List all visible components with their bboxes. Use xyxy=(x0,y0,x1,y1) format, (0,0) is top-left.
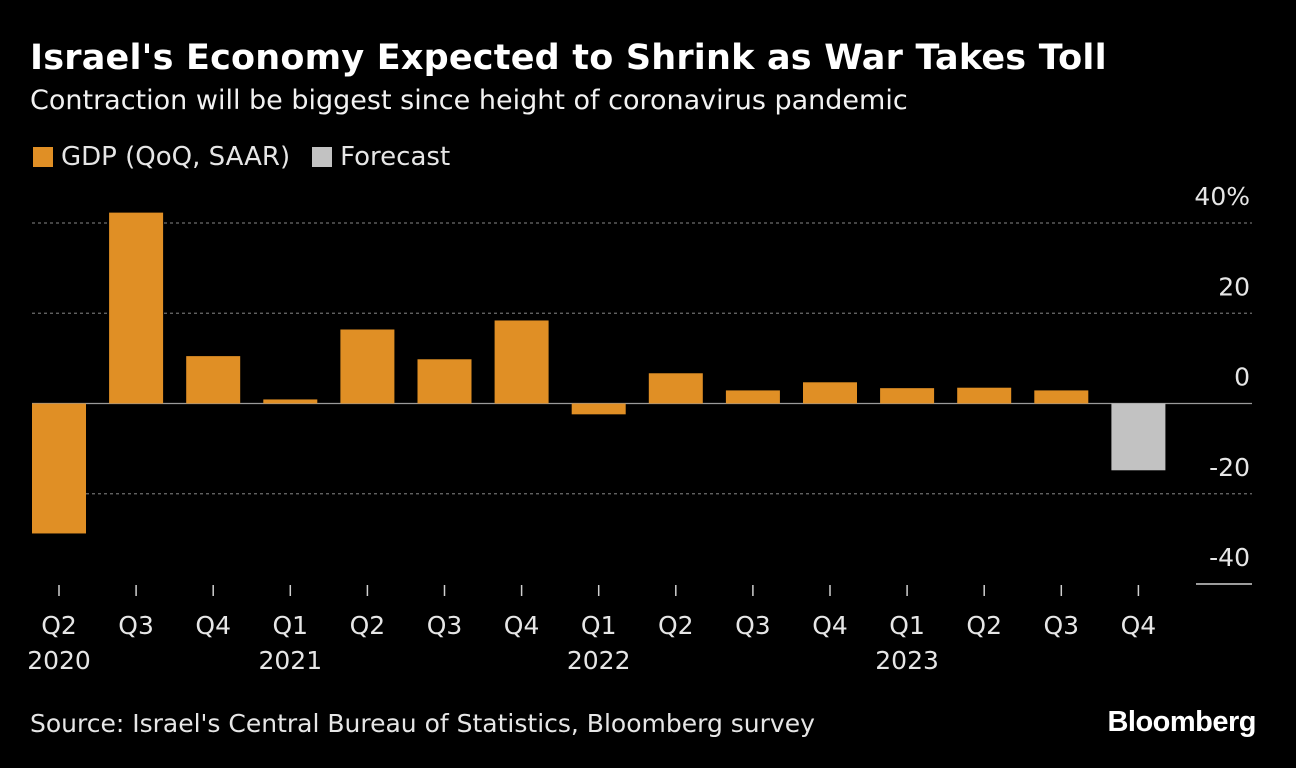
x-tick-label: Q3 xyxy=(427,611,463,640)
x-tick-label: Q3 xyxy=(1044,611,1080,640)
x-tick-label: Q2 xyxy=(41,611,77,640)
chart-title: Israel's Economy Expected to Shrink as W… xyxy=(30,38,1107,78)
legend-item-gdp: GDP (QoQ, SAAR) xyxy=(33,142,290,172)
x-tick-label: Q4 xyxy=(812,611,848,640)
y-tick-label: -40 xyxy=(1209,543,1250,572)
bar xyxy=(340,329,395,404)
y-tick-label: -20 xyxy=(1209,453,1250,482)
x-tick-label: Q2 xyxy=(350,611,386,640)
x-tick-label: Q4 xyxy=(504,611,540,640)
x-tick-label: Q4 xyxy=(1121,611,1157,640)
x-tick-label: Q2 xyxy=(658,611,694,640)
legend-label-forecast: Forecast xyxy=(340,142,451,172)
x-year-label: 2023 xyxy=(875,646,939,675)
bar xyxy=(803,382,857,404)
bar xyxy=(880,388,935,404)
legend-label-gdp: GDP (QoQ, SAAR) xyxy=(61,142,291,172)
legend-swatch-forecast xyxy=(312,147,333,167)
bar xyxy=(571,403,626,415)
bar-layer xyxy=(32,212,1166,534)
axis-layer: 40% 20 0 -20 -40 Q2 Q3 Q4 Q1 Q2 Q3 Q4 Q1 Q2 Q3 Q4 Q1 Q2 Q3… xyxy=(27,182,1250,675)
bloomberg-logo: Bloomberg xyxy=(1107,706,1256,738)
legend: GDP (QoQ, SAAR) Forecast xyxy=(33,142,472,172)
y-tick-label: 0 xyxy=(1234,363,1250,392)
bar xyxy=(1034,390,1089,404)
bar xyxy=(957,387,1012,404)
bar xyxy=(725,390,780,404)
source-note: Source: Israel's Central Bureau of Stati… xyxy=(30,709,815,738)
bar xyxy=(109,212,164,404)
x-tick-label: Q1 xyxy=(581,611,617,640)
bar xyxy=(494,320,549,404)
legend-swatch-gdp xyxy=(33,147,53,167)
bar xyxy=(186,356,241,404)
bar xyxy=(417,359,472,404)
x-year-label: 2020 xyxy=(27,646,91,675)
bar xyxy=(263,399,318,404)
x-tick-label: Q2 xyxy=(966,611,1002,640)
y-tick-label: 20 xyxy=(1218,272,1250,301)
x-tick-label: Q3 xyxy=(118,611,154,640)
legend-item-forecast: Forecast xyxy=(312,142,450,172)
x-tick-label: Q4 xyxy=(195,611,231,640)
x-tick-label: Q1 xyxy=(889,611,925,640)
y-tick-label: 40% xyxy=(1194,182,1250,211)
bar xyxy=(32,403,86,534)
bar xyxy=(648,373,703,404)
x-year-label: 2022 xyxy=(567,646,631,675)
x-tick-label: Q3 xyxy=(735,611,771,640)
bar-forecast xyxy=(1111,403,1166,471)
x-year-label: 2021 xyxy=(258,646,322,675)
x-tick-label: Q1 xyxy=(273,611,309,640)
chart-subtitle: Contraction will be biggest since height… xyxy=(30,85,908,116)
